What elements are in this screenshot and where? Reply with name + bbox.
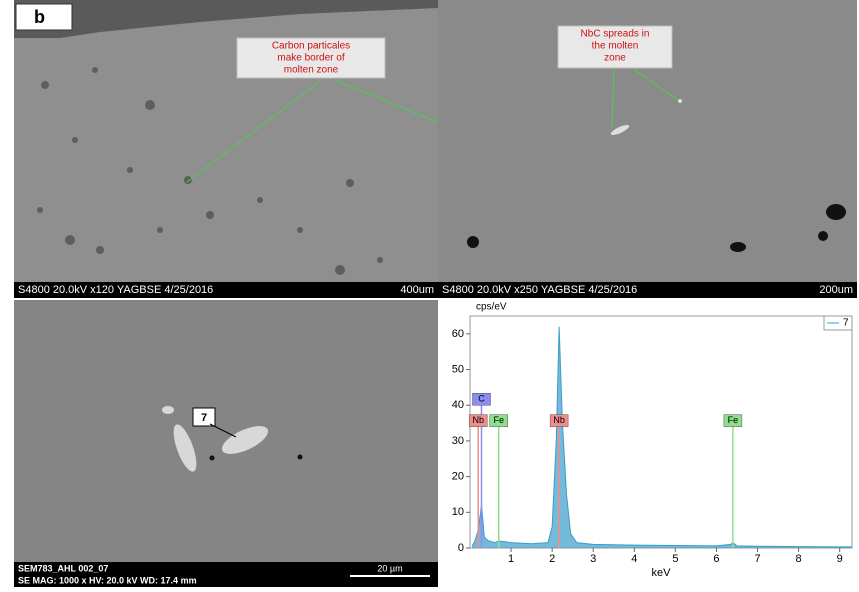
element-label: C xyxy=(478,394,485,404)
scale-text: 400um xyxy=(400,284,434,296)
x-tick-label: 3 xyxy=(590,553,596,565)
info-text: S4800 20.0kV x120 YAGBSE 4/25/2016 xyxy=(18,284,213,296)
info-text: SE MAG: 1000 x HV: 20.0 kV WD: 17.4 mm xyxy=(18,575,197,585)
scale-text: 200um xyxy=(819,284,853,296)
annotation-text: Carbon particales xyxy=(272,41,350,52)
x-tick-label: 4 xyxy=(631,553,637,565)
annotation-text: the molten xyxy=(592,41,639,52)
panel-label: b xyxy=(34,7,45,27)
pore xyxy=(298,455,303,460)
element-label: Nb xyxy=(553,415,565,425)
y-axis-title: cps/eV xyxy=(476,302,507,313)
x-axis-title: keV xyxy=(652,567,672,579)
y-tick-label: 10 xyxy=(452,506,464,518)
x-tick-label: 6 xyxy=(713,553,719,565)
x-tick-label: 1 xyxy=(508,553,514,565)
y-tick-label: 40 xyxy=(452,399,464,411)
nbc-particle xyxy=(162,406,174,414)
legend-label: 7 xyxy=(843,318,849,329)
annotation-text: molten zone xyxy=(284,65,339,76)
figure: b cps/eV keV 0 10 20 30 40 50 60 1 2 3 4 5 6 7 8 9 C Nb Fe Nb… xyxy=(0,0,859,587)
annotation-text: NbC spreads in xyxy=(581,29,650,40)
element-label: Fe xyxy=(493,415,504,425)
marker-label: 7 xyxy=(201,412,207,424)
x-tick-label: 7 xyxy=(754,553,760,565)
annotation-text: zone xyxy=(604,53,626,64)
scale-text: 20 µm xyxy=(377,563,402,573)
x-tick-label: 8 xyxy=(796,553,802,565)
element-label: Fe xyxy=(728,415,739,425)
element-label: Nb xyxy=(472,415,484,425)
y-tick-label: 20 xyxy=(452,471,464,483)
x-tick-label: 9 xyxy=(837,553,843,565)
x-tick-label: 2 xyxy=(549,553,555,565)
y-tick-label: 50 xyxy=(452,363,464,375)
pore xyxy=(210,456,215,461)
annotation-text: make border of xyxy=(277,53,344,64)
y-tick-label: 0 xyxy=(458,542,464,554)
y-tick-label: 30 xyxy=(452,435,464,447)
info-text: S4800 20.0kV x250 YAGBSE 4/25/2016 xyxy=(442,284,637,296)
info-text: SEM783_AHL 002_07 xyxy=(18,563,108,573)
nbc-particle xyxy=(678,99,682,103)
y-tick-label: 60 xyxy=(452,328,464,340)
x-tick-label: 5 xyxy=(672,553,678,565)
